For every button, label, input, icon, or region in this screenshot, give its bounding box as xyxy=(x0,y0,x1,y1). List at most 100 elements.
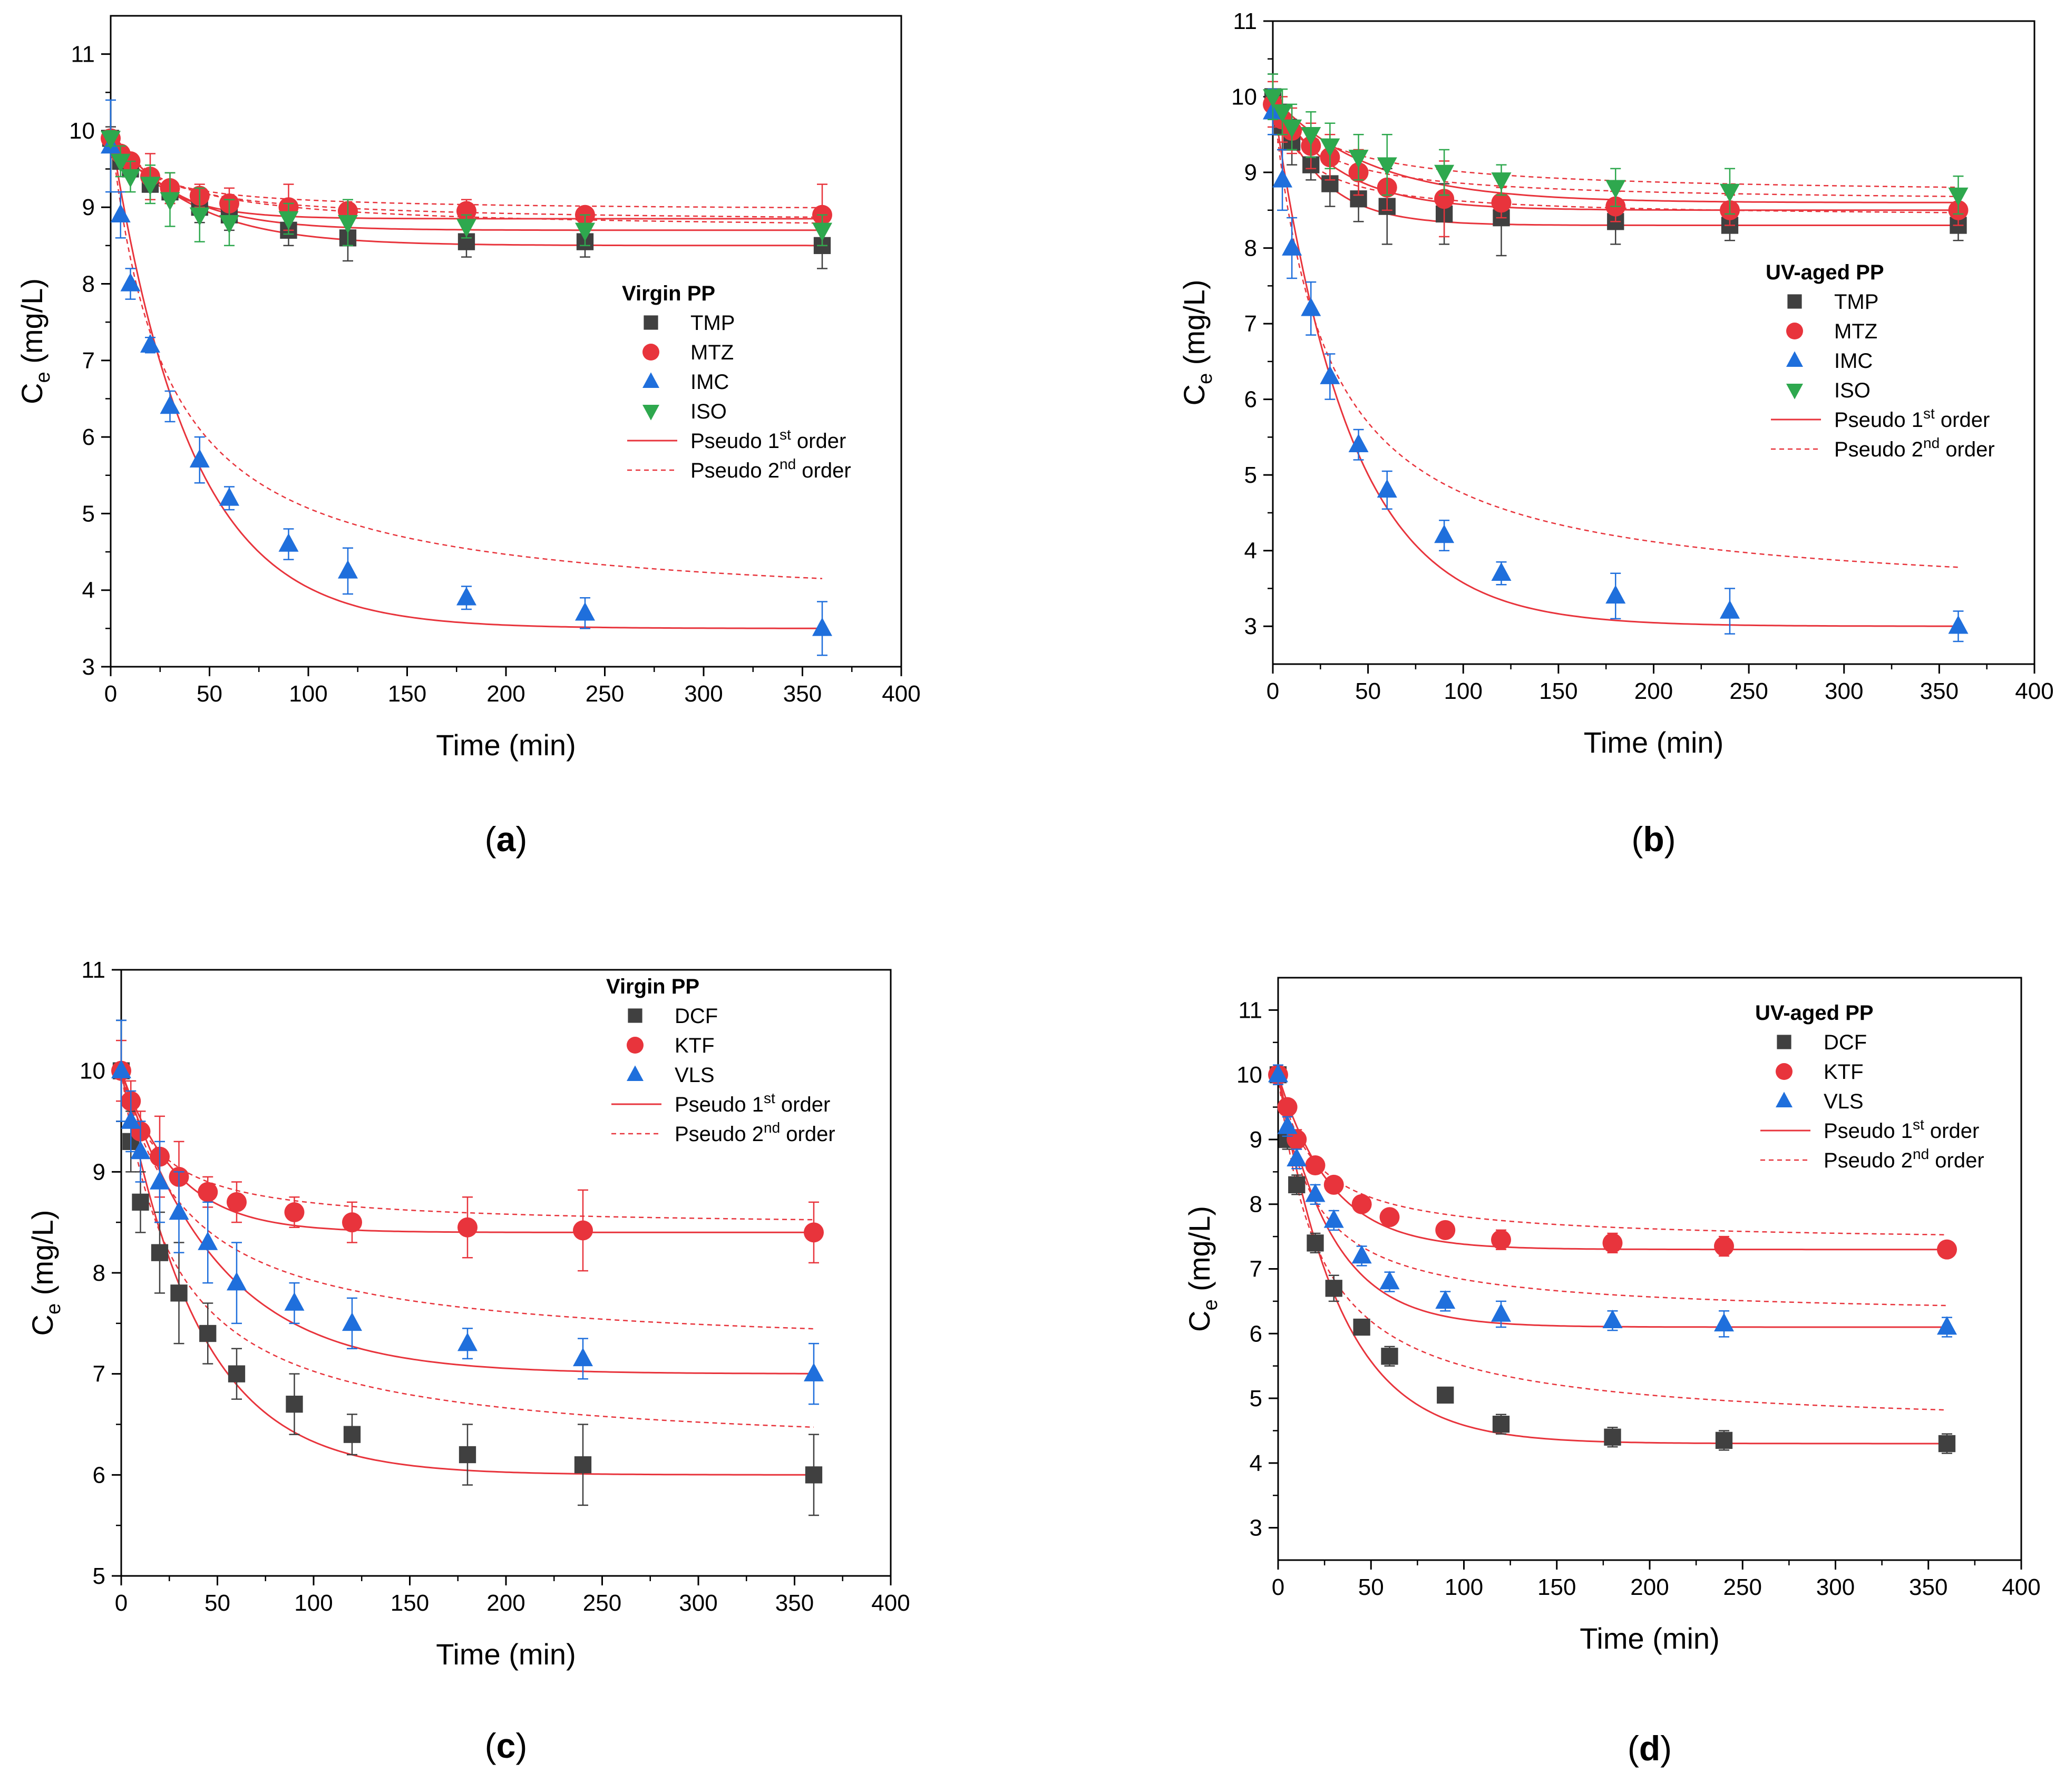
legend-marker-mtz xyxy=(642,344,659,361)
data-point-vls xyxy=(1379,1271,1400,1290)
x-tick-label: 350 xyxy=(1920,678,1959,704)
y-tick-label: 4 xyxy=(1250,1450,1262,1476)
y-tick-label: 10 xyxy=(69,118,95,144)
panel-label: (b) xyxy=(1631,820,1676,859)
data-point-vls xyxy=(1602,1309,1623,1328)
legend-label-pseudo-second-order: Pseudo 2nd order xyxy=(675,1119,835,1146)
data-point-ktf xyxy=(1351,1194,1372,1214)
legend-marker-mtz xyxy=(1786,323,1803,339)
series-tmp xyxy=(102,126,831,269)
legend-label-pseudo-second-order: Pseudo 2nd order xyxy=(690,456,851,482)
data-point-dcf xyxy=(1938,1435,1956,1453)
x-tick-label: 400 xyxy=(2015,678,2053,704)
x-tick-label: 200 xyxy=(486,681,525,707)
data-point-dcf xyxy=(1715,1431,1733,1449)
data-point-imc xyxy=(278,533,299,552)
data-point-ktf xyxy=(804,1222,824,1243)
data-point-vls xyxy=(1323,1209,1344,1228)
data-point-iso xyxy=(278,211,299,230)
legend-label-vls: VLS xyxy=(675,1064,715,1087)
data-point-vls xyxy=(1435,1290,1456,1309)
series-mtz xyxy=(1263,81,1969,238)
data-point-dcf xyxy=(1437,1386,1454,1404)
pseudo-second-order-curve-imc xyxy=(110,130,823,579)
x-tick-label: 350 xyxy=(783,681,822,707)
data-point-imc xyxy=(1348,433,1369,453)
data-point-imc xyxy=(1720,600,1740,619)
data-point-iso xyxy=(812,222,832,241)
y-tick-label: 4 xyxy=(1244,538,1257,564)
x-tick-label: 50 xyxy=(1355,678,1381,704)
data-point-vls xyxy=(1268,1064,1288,1083)
y-axis-title: Ce (mg/L) xyxy=(1177,280,1216,406)
data-point-dcf xyxy=(286,1396,303,1413)
series-vls xyxy=(1268,1064,1957,1338)
plot-frame xyxy=(1272,20,2035,665)
y-tick-label: 9 xyxy=(82,194,95,220)
legend-marker-tmp xyxy=(1787,294,1802,309)
data-point-iso xyxy=(120,169,141,188)
legend-label-tmp: TMP xyxy=(1834,290,1878,314)
legend: UV-aged PP DCF KTF VLS Pseudo 1st order Pseud… xyxy=(1755,1001,1984,1172)
legend-marker-vls xyxy=(627,1065,644,1081)
chart-panel-a: 0 50 100 150 200 250 300 350 400 3 4 5 6 7 8 9 10 11 Time … xyxy=(15,15,921,859)
legend-marker-dcf xyxy=(1777,1035,1791,1049)
data-point-iso xyxy=(1348,150,1369,169)
data-point-vls xyxy=(1351,1245,1372,1264)
x-tick-label: 300 xyxy=(684,681,723,707)
legend-label-ktf: KTF xyxy=(675,1034,715,1057)
legend-label-mtz: MTZ xyxy=(690,341,734,364)
data-point-iso xyxy=(1720,183,1740,202)
panel-label: (d) xyxy=(1628,1729,1672,1768)
data-point-iso xyxy=(338,215,358,234)
legend-label-dcf: DCF xyxy=(1824,1031,1867,1054)
data-point-vls xyxy=(111,1059,131,1078)
data-point-imc xyxy=(456,587,476,606)
data-point-iso xyxy=(1263,89,1283,108)
legend-label-vls: VLS xyxy=(1824,1090,1864,1113)
y-tick-label: 6 xyxy=(1250,1321,1262,1347)
x-tick-label: 100 xyxy=(1445,1574,1483,1600)
data-point-imc xyxy=(1491,562,1512,581)
data-point-ktf xyxy=(227,1192,247,1212)
data-point-imc xyxy=(189,449,210,468)
data-point-iso xyxy=(219,215,239,234)
legend: UV-aged PP TMP MTZ IMC ISO Pseudo 1st order Ps… xyxy=(1766,261,1995,461)
pseudo-second-order-curve-vls xyxy=(1277,1075,1947,1307)
x-tick-label: 50 xyxy=(1358,1574,1384,1600)
data-point-ktf xyxy=(1937,1239,1957,1260)
data-point-ktf xyxy=(1435,1220,1456,1240)
data-point-ktf xyxy=(1323,1174,1344,1195)
x-tick-label: 200 xyxy=(1634,678,1673,704)
legend-marker-imc xyxy=(1786,351,1803,367)
data-point-imc xyxy=(140,334,160,353)
data-point-imc xyxy=(110,203,131,223)
plot-frame xyxy=(110,15,902,668)
data-point-vls xyxy=(573,1348,593,1367)
data-point-dcf xyxy=(228,1365,246,1382)
data-point-ktf xyxy=(1379,1207,1400,1228)
data-point-imc xyxy=(1320,365,1340,384)
data-point-vls xyxy=(1491,1303,1511,1322)
data-point-imc xyxy=(338,560,358,579)
x-tick-label: 400 xyxy=(2002,1574,2040,1600)
legend-marker-iso xyxy=(642,405,659,421)
data-point-imc xyxy=(1377,479,1397,498)
y-tick-label: 6 xyxy=(1244,387,1257,413)
y-tick-label: 11 xyxy=(1238,997,1262,1023)
legend-label-pseudo-first-order: Pseudo 1st order xyxy=(690,426,846,453)
legend-label-pseudo-first-order: Pseudo 1st order xyxy=(675,1090,830,1116)
data-point-dcf xyxy=(574,1456,592,1474)
legend-label-mtz: MTZ xyxy=(1834,320,1877,343)
y-tick-label: 8 xyxy=(1244,236,1257,261)
y-axis-title: Ce (mg/L) xyxy=(15,278,54,404)
data-point-vls xyxy=(342,1312,362,1331)
data-point-vls xyxy=(284,1292,305,1311)
y-tick-label: 6 xyxy=(82,424,95,450)
data-point-vls xyxy=(1937,1316,1957,1335)
series-vls xyxy=(111,1019,824,1405)
panel-label: (a) xyxy=(485,820,528,859)
x-tick-label: 100 xyxy=(289,681,327,707)
legend-label-imc: IMC xyxy=(1834,349,1873,373)
data-point-dcf xyxy=(805,1466,823,1484)
